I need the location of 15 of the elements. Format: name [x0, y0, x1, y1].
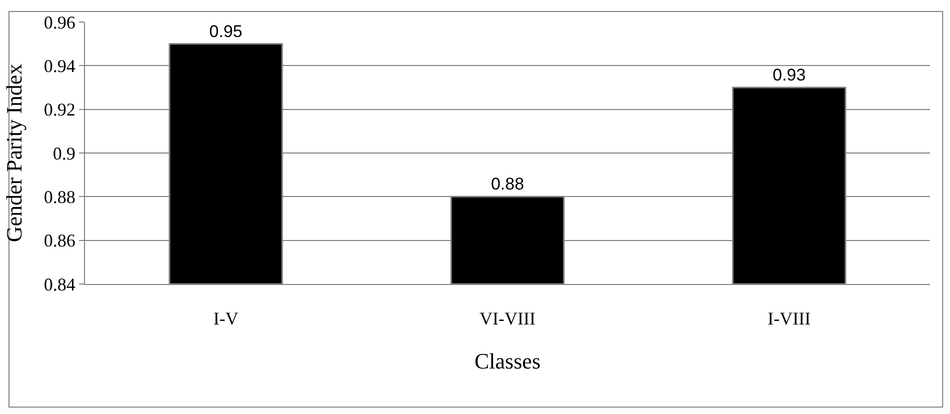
- data-label: 0.88: [490, 174, 524, 194]
- x-tick-label: I-V: [213, 308, 238, 329]
- y-tick-label: 0.92: [44, 100, 76, 120]
- x-axis-title: Classes: [474, 348, 540, 374]
- y-tick-label: 0.84: [44, 274, 76, 294]
- y-tick-label: 0.96: [44, 12, 76, 32]
- x-tick-label: I-VIII: [768, 308, 811, 329]
- y-tick-label: 0.9: [52, 143, 76, 164]
- y-tick-label: 0.86: [44, 230, 76, 251]
- y-tick-label: 0.94: [44, 56, 76, 76]
- x-tick-label: VI-VIII: [480, 308, 536, 329]
- data-label: 0.93: [772, 66, 806, 84]
- y-tick-label: 0.88: [44, 186, 76, 207]
- y-axis-title: Gender Parity Index: [2, 64, 27, 242]
- data-label: 0.95: [209, 22, 242, 41]
